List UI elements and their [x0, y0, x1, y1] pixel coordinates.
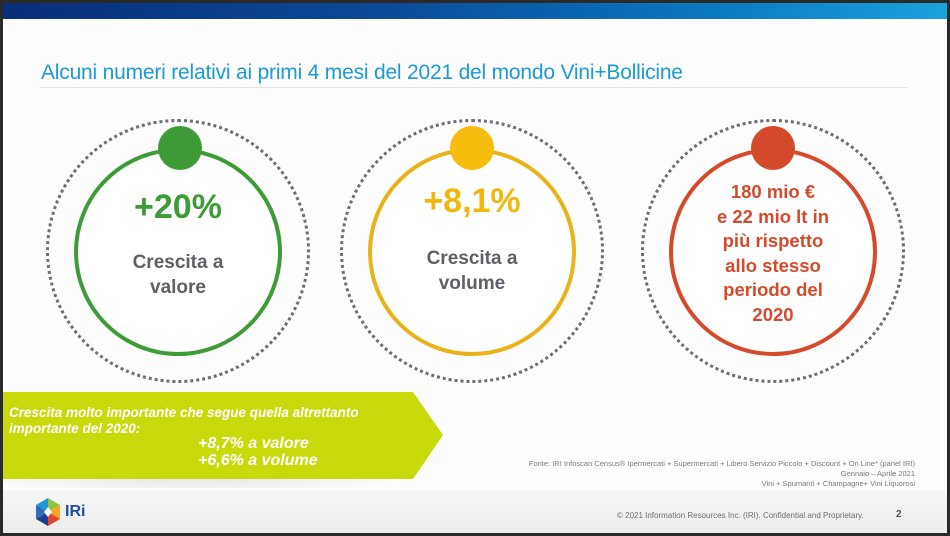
solid-ring: [669, 148, 877, 356]
stat-value: +8,1%: [423, 182, 521, 220]
stat-label-line1: Crescita a: [132, 252, 224, 273]
copyright: © 2021 Information Resources Inc. (IRI).…: [617, 511, 864, 520]
highlight-arrow-banner: [3, 392, 443, 479]
banner-line-1: Crescita molto importante che segue quel…: [9, 405, 359, 420]
slide: Alcuni numeri relativi ai primi 4 mesi d…: [3, 3, 947, 533]
circle-dot-icon: [751, 126, 795, 170]
source-note: Fonte: IRI Infoscan Census® Ipermercati …: [529, 459, 915, 489]
stat-volume-growth: +8,1% Crescita a volume: [334, 113, 614, 393]
stat-absolute-growth: 180 mio € e 22 mio lt in più rispetto al…: [635, 113, 915, 393]
banner-text: Crescita molto importante che segue quel…: [9, 405, 359, 437]
source-line-2: Gennaio – Aprile 2021: [840, 469, 915, 478]
title-divider: [39, 87, 907, 88]
slide-title: Alcuni numeri relativi ai primi 4 mesi d…: [41, 61, 683, 84]
stat-value-growth: +20% Crescita a valore: [40, 113, 320, 393]
circle-dot-icon: [450, 126, 494, 170]
stat-line-3: più rispetto: [722, 230, 824, 251]
source-line-3: Vini + Spumanti + Champagne+ Vini Liquor…: [761, 479, 915, 488]
circle-dot-icon: [158, 126, 202, 170]
stat-line-5: periodo del: [723, 279, 823, 300]
banner-line-2: importante del 2020:: [9, 421, 141, 436]
stat-label-line1: Crescita a: [426, 248, 518, 269]
stat-line-2: e 22 mio lt in: [716, 205, 830, 227]
dotted-outer-ring: [46, 119, 310, 383]
iri-hexagon-logo-icon: [36, 498, 60, 526]
source-line-1: Fonte: IRI Infoscan Census® Ipermercati …: [528, 459, 915, 468]
stat-label-line2: valore: [150, 277, 206, 298]
footer-bar: [3, 490, 947, 533]
logo-text: IRi: [65, 503, 86, 520]
banner-figure-volume: +6,6% a volume: [198, 452, 318, 469]
dotted-outer-ring: [641, 119, 905, 383]
banner-figures: +8,7% a valore +6,6% a volume: [198, 435, 318, 469]
stat-line-4: allo stesso: [725, 254, 821, 276]
banner-figure-value: +8,7% a valore: [198, 435, 309, 452]
page-number: 2: [896, 509, 902, 520]
stat-value: +20%: [134, 188, 222, 226]
stat-label-line2: volume: [438, 273, 506, 294]
header-gradient-bar: [3, 3, 947, 19]
dotted-outer-ring: [340, 119, 604, 383]
stat-line-6: 2020: [752, 303, 794, 325]
stat-line-1: 180 mio €: [730, 181, 816, 202]
